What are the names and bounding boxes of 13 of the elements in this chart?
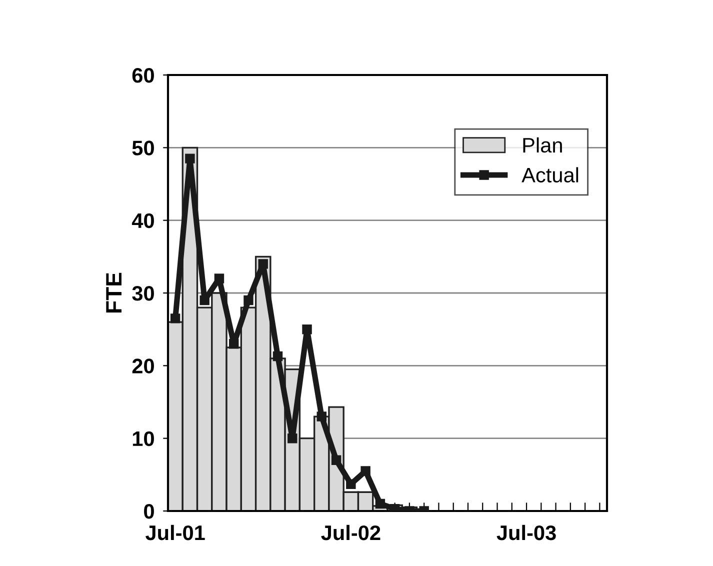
y-tick-label: 20 [132,358,154,374]
y-tick-label: 30 [132,286,154,301]
y-tick-label: 40 [132,213,154,228]
x-tick-label: Jul-02 [321,524,380,540]
y-tick-label: 0 [144,504,154,519]
legend-label: Actual [522,167,578,182]
y-axis-title: FTE [106,272,122,312]
y-tick-label: 50 [132,140,154,156]
x-tick-label: Jul-03 [496,524,556,540]
legend-label: Plan [523,137,562,153]
x-tick-label: Jul-01 [146,524,205,540]
y-tick-label: 10 [132,431,154,446]
y-tick-label: 60 [132,68,154,83]
